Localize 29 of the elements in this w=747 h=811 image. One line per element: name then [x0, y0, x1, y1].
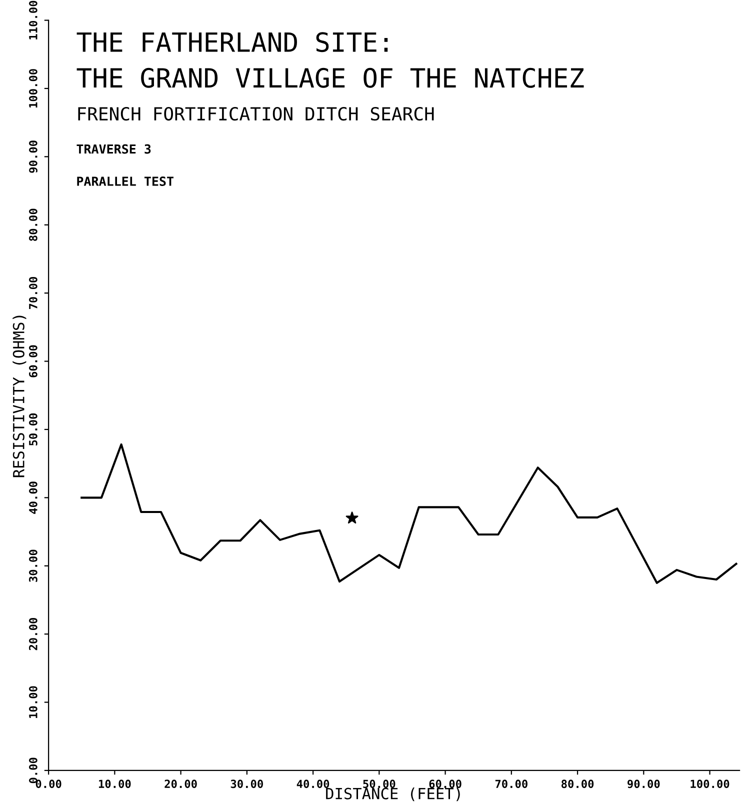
y-tick-label: 20.00	[28, 618, 38, 650]
annotation: PARALLEL TEST	[77, 176, 174, 186]
annotation: TRAVERSE 3	[76, 144, 151, 154]
y-tick-label: 30.00	[28, 550, 38, 582]
x-tick-label: 80.00	[562, 780, 594, 788]
text: THE FATHERLAND SITE: THE GRAND VILLAGE OF THE NATCHEZ	[76, 32, 584, 88]
x-tick-label: 30.00	[230, 780, 263, 788]
y-tick-label: 40.00	[28, 482, 38, 514]
y-tick-label: 50.00	[28, 413, 38, 446]
x-tick-label: 0.00	[36, 780, 62, 788]
y-axis-title: RESISTIVITY (OHMS)	[12, 316, 26, 478]
y-tick-label: 60.00	[28, 345, 38, 378]
x-tick-label: 10.00	[98, 780, 131, 788]
line-series	[80, 443, 738, 584]
y-tick-label: 100.00	[28, 69, 38, 108]
x-tick-label: 90.00	[628, 780, 660, 788]
x-tick-label: 60.00	[429, 780, 462, 788]
y-tick-label: 70.00	[28, 277, 38, 310]
text: FRENCH FORTIFICATION DITCH SEARCH	[78, 106, 434, 121]
x-tick-label: 100.00	[690, 780, 730, 788]
x-tick-label: 40.00	[296, 780, 330, 788]
y-tick-label: 90.00	[28, 140, 38, 173]
x-axis-title: DISTANCE (FEET)	[326, 788, 460, 802]
y-tick-label: 80.00	[28, 208, 38, 241]
x-tick-label: 70.00	[495, 780, 528, 788]
y-tick-label: 110.00	[28, 0, 38, 40]
x-tick-label: 50.00	[363, 780, 396, 788]
x-tick-label: 20.00	[164, 780, 197, 788]
y-tick-label: 10.00	[28, 686, 38, 718]
